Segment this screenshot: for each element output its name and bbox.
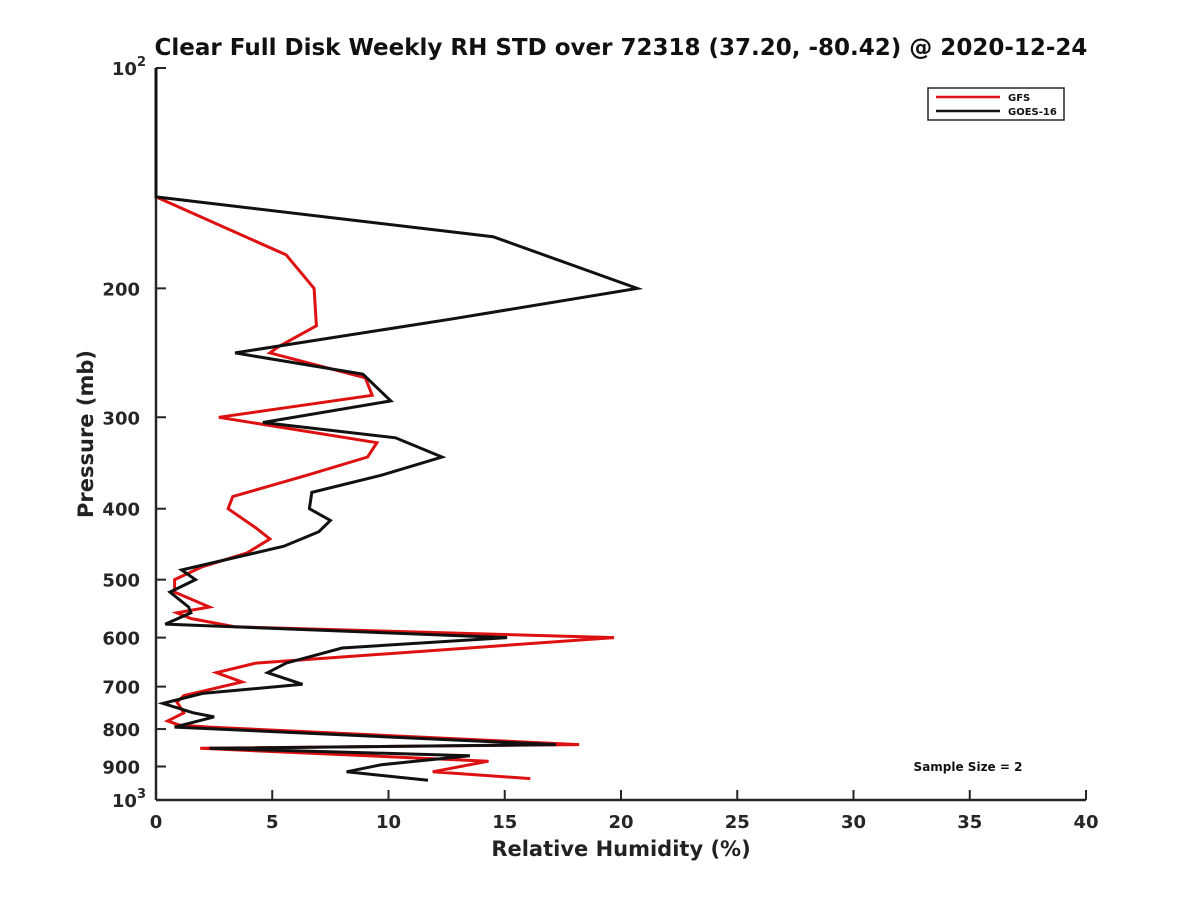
x-axis-ticks: 0 5 10 15 20 25 30 35 40: [150, 790, 1099, 833]
legend-label-gfs: GFS: [1008, 93, 1030, 104]
y-axis-label: Pressure (mb): [74, 350, 98, 518]
x-tick-label: 25: [725, 812, 750, 833]
y-tick-label: 300: [102, 408, 140, 429]
x-tick-label: 10: [376, 812, 401, 833]
x-tick-label: 20: [608, 812, 633, 833]
x-tick-label: 40: [1073, 812, 1098, 833]
legend-label-goes16: GOES-16: [1008, 107, 1057, 118]
y-tick-label: 900: [102, 758, 140, 779]
y-tick-label: 200: [102, 279, 140, 300]
plot-area: 0 5 10 15 20 25 30 35 40 102 200 300 400 500 600 700 80…: [102, 55, 1098, 833]
x-tick-label: 30: [841, 812, 866, 833]
y-axis-ticks: 102 200 300 400 500 600 700 800 900 103: [102, 55, 166, 812]
x-tick-label: 15: [492, 812, 517, 833]
y-tick-label: 700: [102, 678, 140, 699]
series-lines: [154, 68, 644, 782]
chart-title: Clear Full Disk Weekly RH STD over 72318…: [155, 35, 1088, 61]
series-line-goes16: [154, 68, 644, 782]
y-tick-label: 800: [102, 720, 140, 741]
y-tick-label: 600: [102, 629, 140, 650]
x-tick-label: 5: [266, 812, 279, 833]
y-tick-label: 400: [102, 500, 140, 521]
y-tick-label: 103: [112, 787, 146, 812]
y-tick-label: 500: [102, 571, 140, 592]
y-tick-label: 102: [112, 55, 146, 80]
x-axis-label: Relative Humidity (%): [491, 837, 750, 861]
legend-box: [927, 87, 1065, 121]
legend: GFS GOES-16: [927, 87, 1065, 121]
x-tick-label: 0: [150, 812, 163, 833]
plot-background: [156, 68, 1086, 800]
x-tick-label: 35: [957, 812, 982, 833]
sample-size-annotation: Sample Size = 2: [914, 760, 1023, 774]
